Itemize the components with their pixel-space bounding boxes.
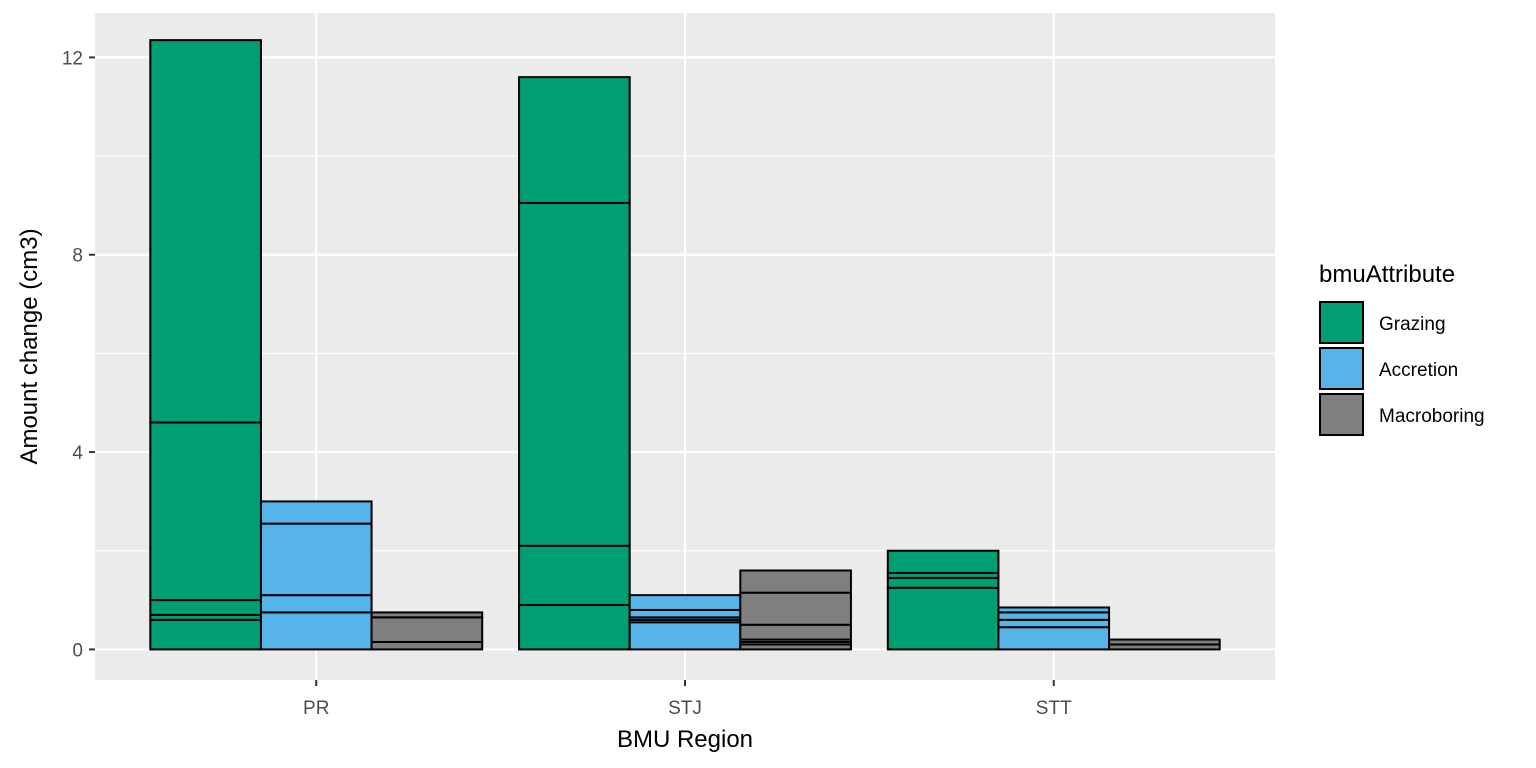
y-axis-title: Amount change (cm3) — [16, 228, 43, 464]
legend: bmuAttribute Grazing Accretion Macroboring — [1319, 261, 1485, 436]
bar-segment-accretion-pr-0 — [259, 611, 373, 651]
bar-segment-grazing-pr-4 — [149, 39, 262, 424]
bar-segment-accretion-stt-1 — [997, 618, 1111, 629]
bar-segment-accretion-stt-3 — [997, 606, 1111, 614]
bar-segment-accretion-pr-1 — [259, 594, 373, 614]
x-axis-title: BMU Region — [617, 726, 753, 753]
x-tick-label: STJ — [668, 698, 702, 719]
bar-segment-grazing-stj-2 — [518, 201, 631, 547]
bar-segment-accretion-stt-0 — [997, 626, 1111, 651]
bar-segment-macroboring-pr-1 — [370, 616, 484, 644]
y-axis-ticks: 0 4 8 12 — [62, 48, 95, 661]
legend-label-macroboring: Macroboring — [1379, 406, 1485, 427]
x-axis-ticks: PR STJ STT — [303, 680, 1072, 719]
legend-key-accretion — [1319, 347, 1364, 390]
x-tick-label: PR — [303, 698, 329, 719]
bar-segment-accretion-stt-2 — [997, 611, 1111, 621]
bar-segment-grazing-stt-1 — [886, 576, 1000, 589]
bar-segment-grazing-pr-2 — [149, 599, 262, 616]
bar-segment-macroboring-stt-1 — [1108, 638, 1221, 646]
bar-segment-macroboring-stj-4 — [739, 591, 852, 626]
bar-segment-grazing-stj-1 — [518, 544, 631, 607]
bar-segment-macroboring-stj-3 — [739, 623, 852, 641]
x-tick-label: STT — [1036, 698, 1072, 719]
legend-label-accretion: Accretion — [1379, 360, 1458, 381]
bar-segment-grazing-stt-0 — [886, 586, 1000, 651]
legend-key-grazing — [1319, 301, 1364, 344]
y-tick-label: 4 — [72, 443, 83, 464]
bar-segment-grazing-pr-0 — [149, 618, 262, 651]
legend-title: bmuAttribute — [1319, 261, 1455, 288]
bar-segment-macroboring-pr-0 — [370, 641, 484, 651]
bar-segment-macroboring-pr-2 — [370, 611, 484, 619]
bar-segment-grazing-stj-3 — [518, 76, 631, 204]
y-tick-label: 12 — [62, 48, 83, 69]
bars — [149, 39, 1221, 651]
bar-segment-accretion-stj-0 — [628, 621, 742, 651]
legend-key-macroboring — [1319, 393, 1364, 436]
legend-label-grazing: Grazing — [1379, 314, 1446, 335]
bar-segment-grazing-stj-0 — [518, 604, 631, 651]
y-tick-label: 0 — [72, 640, 83, 661]
bar-segment-macroboring-stj-5 — [739, 569, 852, 594]
bar-segment-accretion-pr-3 — [259, 500, 373, 525]
bar-segment-grazing-stt-3 — [886, 549, 1000, 574]
bar-segment-accretion-pr-2 — [259, 522, 373, 597]
y-tick-label: 8 — [72, 246, 83, 267]
bar-segment-accretion-stj-4 — [628, 594, 742, 611]
bar-segment-accretion-stj-3 — [628, 608, 742, 619]
bar-segment-grazing-pr-3 — [149, 421, 262, 602]
